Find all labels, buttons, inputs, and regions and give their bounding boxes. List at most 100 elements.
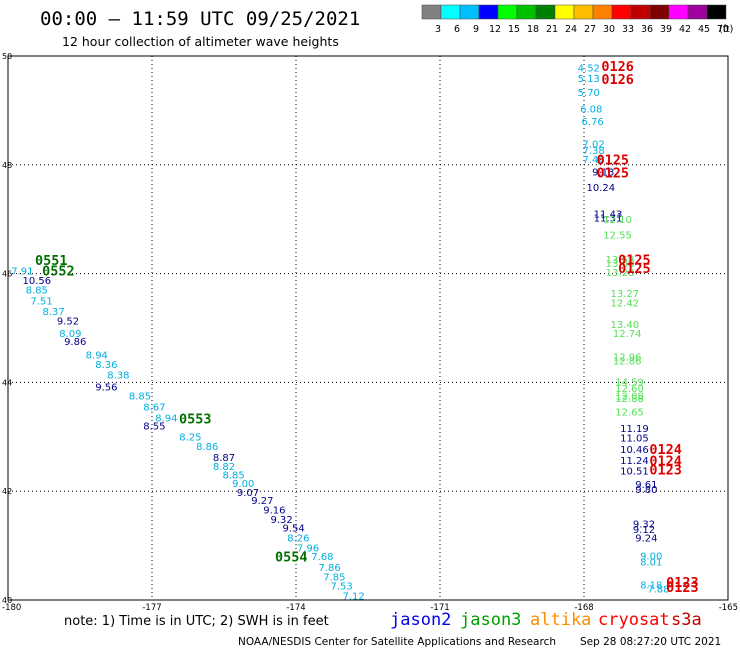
pass-time-label: 0123 <box>666 580 699 596</box>
color-swatch <box>687 4 708 20</box>
wave-height-label: 8.09 <box>59 329 81 340</box>
color-swatch <box>706 4 727 20</box>
color-scale-label: 33 <box>622 24 634 35</box>
wave-height-label: 12.08 <box>615 392 644 403</box>
color-scale-label: 42 <box>679 24 691 35</box>
wave-height-label: 6.08 <box>580 104 602 115</box>
y-tick-label: 46 <box>2 270 12 279</box>
wave-height-label: 7.91 <box>11 266 33 277</box>
wave-height-label: 7.46 <box>582 155 604 166</box>
wave-height-label: 4.52 <box>578 63 600 74</box>
wave-height-label: 8.94 <box>155 413 177 424</box>
wave-height-label: 9.61 <box>635 480 657 491</box>
color-scale-label: 21 <box>546 24 558 35</box>
wave-height-label: 11.24 <box>620 456 649 467</box>
wave-height-label: 10.56 <box>22 276 51 287</box>
pass-time-label: 0126 <box>601 72 634 88</box>
wave-height-label: 8.86 <box>196 442 218 453</box>
wave-height-label: 11.31 <box>594 214 623 225</box>
wave-height-label: 7.88 <box>647 585 669 596</box>
color-scale-label: 18 <box>527 24 539 35</box>
wave-height-label: 12.42 <box>610 298 639 309</box>
color-swatch <box>478 4 499 20</box>
wave-height-label: 8.85 <box>129 392 151 403</box>
y-tick-label: 40 <box>2 596 12 605</box>
wave-height-label: 7.12 <box>342 592 364 603</box>
color-scale-bar: 3 6 9 12 15 18 21 24 27 30 33 36 39 42 45 70 <box>421 4 729 35</box>
wave-height-label: 11.05 <box>620 433 649 444</box>
pass-time-label: 0554 <box>275 549 308 565</box>
wave-height-label: 8.82 <box>213 462 235 473</box>
wave-height-label: 9.27 <box>251 496 273 507</box>
x-tick-label: -165 <box>719 603 738 613</box>
wave-height-label: 9.56 <box>95 382 117 393</box>
wave-height-label: 8.26 <box>287 533 309 544</box>
color-scale-label: 36 <box>641 24 653 35</box>
wave-height-label: 7.86 <box>318 563 340 574</box>
pass-time-label: 0125 <box>618 261 651 277</box>
wave-height-label: 7.38 <box>582 146 604 157</box>
wave-height-label: 9.52 <box>57 316 79 327</box>
wave-height-label: 8.55 <box>143 421 165 432</box>
color-scale-label: 12 <box>489 24 501 35</box>
x-tick-label: -180 <box>2 603 21 613</box>
x-axis-ticks: -180 -177 -174 -171 -168 -165 <box>2 603 738 613</box>
color-swatch <box>573 4 594 20</box>
pass-time-label: 0125 <box>597 152 630 168</box>
x-tick-label: -177 <box>142 603 161 613</box>
wave-height-label: 12.65 <box>615 407 644 418</box>
wave-height-label: 9.86 <box>64 337 86 348</box>
y-tick-label: 50 <box>2 52 12 61</box>
wave-height-label: 9.00 <box>640 551 662 562</box>
wave-height-label: 13.27 <box>610 289 639 300</box>
wave-height-label: 11.43 <box>594 209 623 220</box>
pass-time-label: 0126 <box>601 59 634 75</box>
wave-height-label: 8.37 <box>42 307 64 318</box>
wave-height-label: 8.67 <box>143 402 165 413</box>
color-swatch <box>630 4 651 20</box>
wave-height-label: 8.01 <box>640 557 662 568</box>
wave-height-label: 5.13 <box>578 74 600 85</box>
color-scale-label: 9 <box>473 24 479 35</box>
wave-height-label: 5.70 <box>578 88 600 99</box>
color-scale-label: 27 <box>584 24 596 35</box>
pass-time-label: 0125 <box>597 165 630 181</box>
x-tick-label: -171 <box>430 603 449 613</box>
grid-lines <box>8 56 728 600</box>
wave-height-label: 13.58 <box>606 255 635 266</box>
wave-height-label: 9.24 <box>635 533 657 544</box>
wave-height-label: 12.10 <box>603 215 632 226</box>
wave-height-label: 7.68 <box>311 552 333 563</box>
pass-time-label: 0123 <box>666 575 699 591</box>
wave-height-label: 13.40 <box>610 320 639 331</box>
plot-frame <box>7 55 729 601</box>
y-tick-label: 48 <box>2 161 12 170</box>
color-scale-label: 70 <box>717 24 729 35</box>
pass-time-label: 0123 <box>649 462 682 478</box>
wave-height-label: 9.32 <box>633 519 655 530</box>
wave-height-label: 7.96 <box>297 543 319 554</box>
color-scale-label: 39 <box>660 24 672 35</box>
wave-height-label: 12.60 <box>615 384 644 395</box>
wave-height-label: 12.96 <box>613 352 642 363</box>
footer-note: note: 1) Time is in UTC; 2) SWH is in fe… <box>64 614 329 629</box>
wave-height-label: 10.51 <box>620 467 649 478</box>
wave-height-label: 8.94 <box>86 351 108 362</box>
wave-height-label: 9.32 <box>270 515 292 526</box>
pass-time-labels: 0126012601250125012501250124012401230123… <box>35 59 699 596</box>
wave-height-label: 9.54 <box>282 524 304 535</box>
wave-height-label: 13.66 <box>606 259 635 270</box>
color-scale-label: 6 <box>454 24 460 35</box>
wave-height-label: 9.12 <box>633 525 655 536</box>
satellite-legend-cryosat: cryosat <box>598 610 670 630</box>
color-scale-label: 15 <box>508 24 520 35</box>
wave-height-label: 9.16 <box>263 506 285 517</box>
wave-height-label: 6.76 <box>582 117 604 128</box>
wave-height-label: 8.36 <box>95 360 117 371</box>
wave-height-label: 7.51 <box>30 296 52 307</box>
satellite-legend-jason3: jason3 <box>460 610 521 630</box>
wave-height-label: 8.87 <box>213 453 235 464</box>
color-swatch <box>649 4 670 20</box>
wave-height-label: 9.13 <box>592 167 614 178</box>
